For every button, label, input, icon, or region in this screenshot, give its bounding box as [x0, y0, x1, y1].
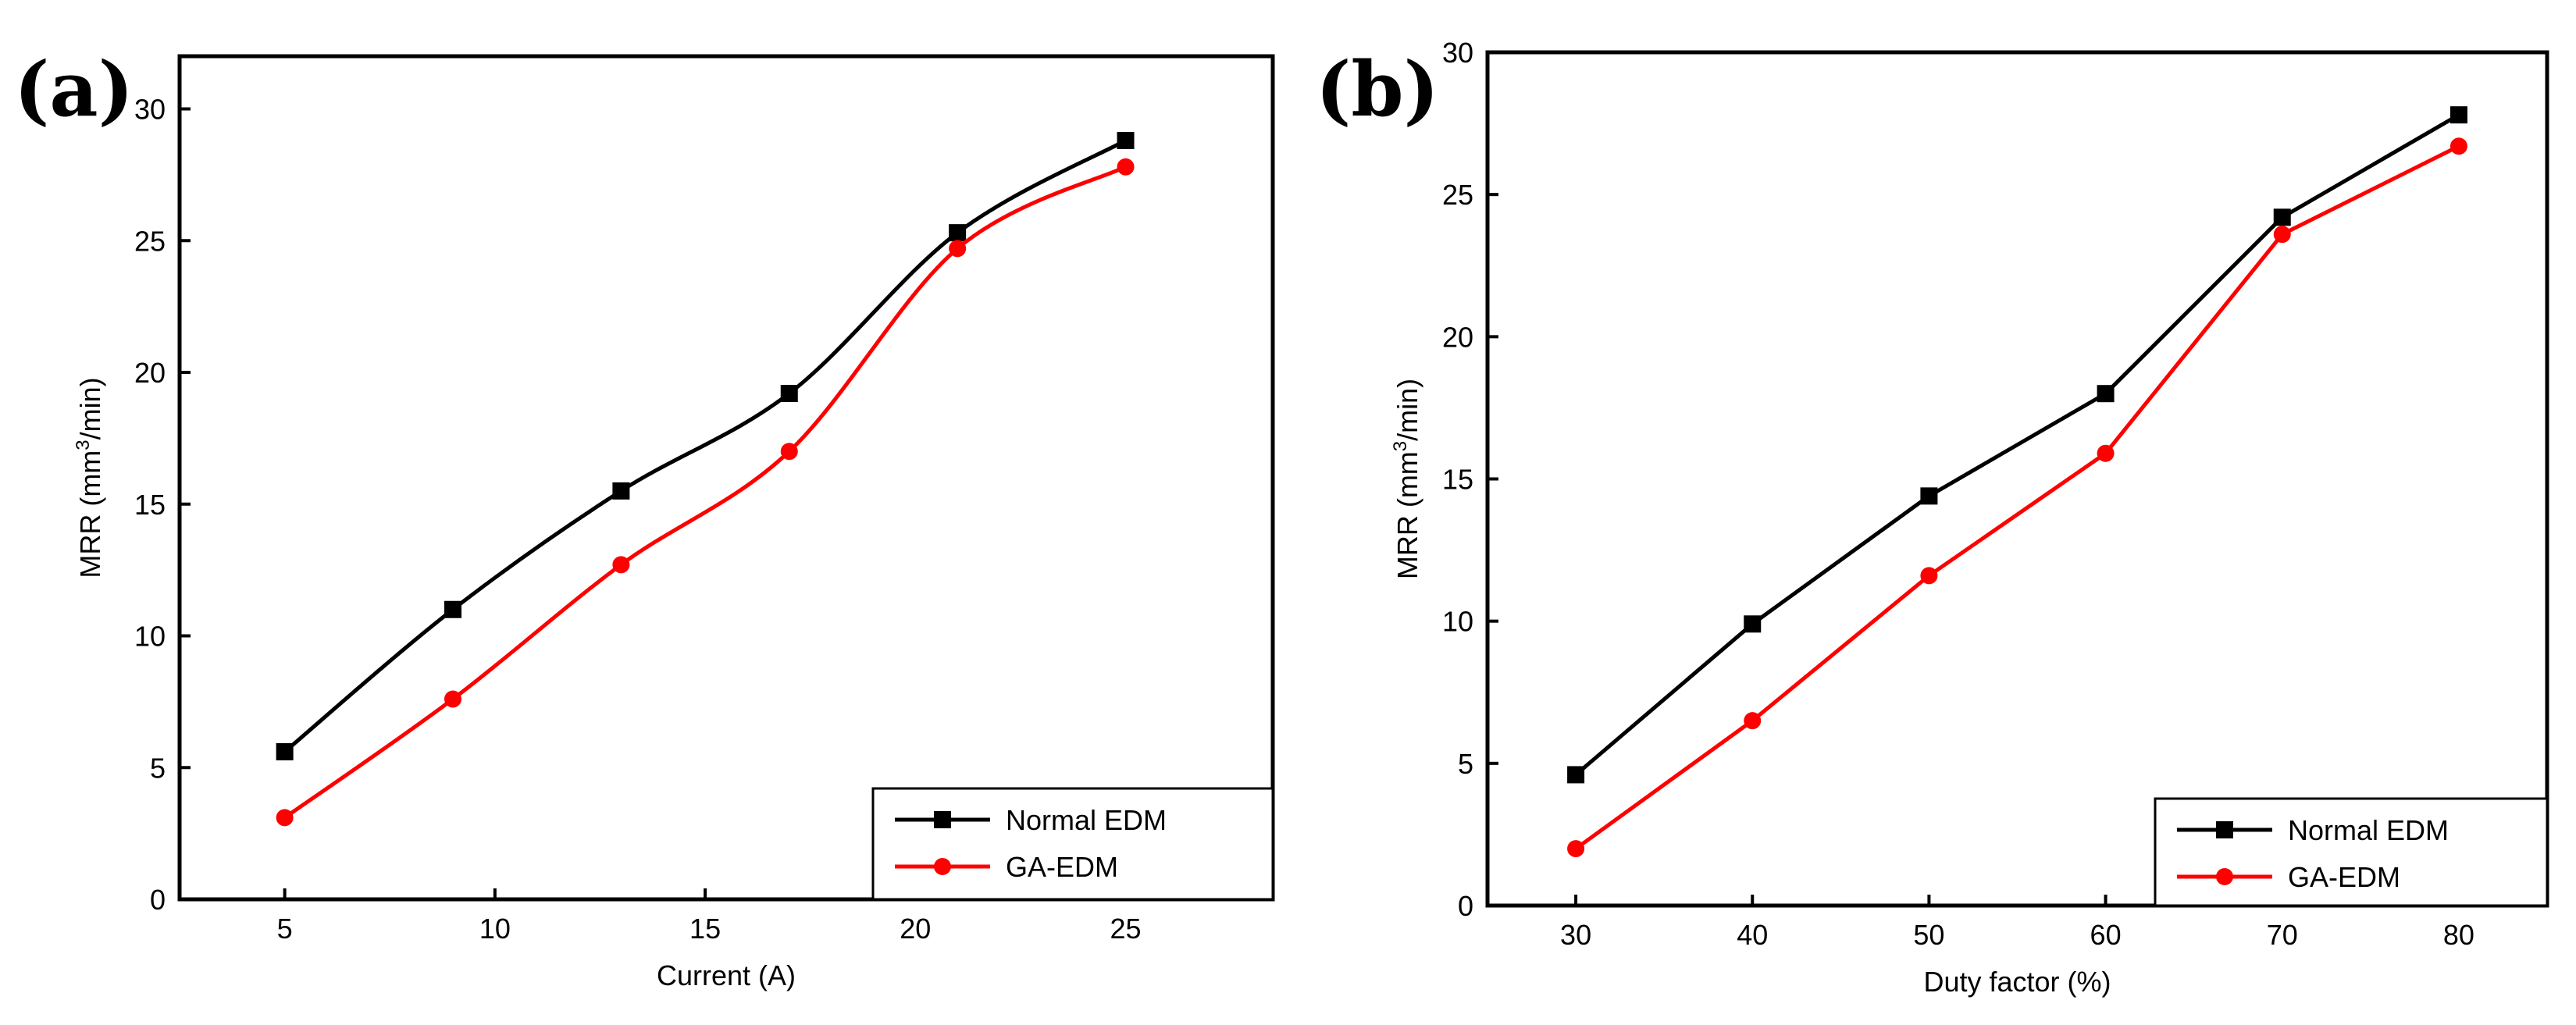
panel-b-series-normal-edm-line: [1573, 112, 2461, 777]
panel-a-legend-box: [871, 787, 1274, 901]
panel-b-series-ga-edm-point: [2450, 137, 2467, 155]
panel-a-label: (a): [14, 45, 134, 133]
panel-b-y-axis-title-main: MRR (mm: [1391, 451, 1423, 579]
panel-b-series-normal-edm-point: [1920, 487, 1938, 505]
panel-b-legend-ga-edm-label: GA-EDM: [2288, 861, 2400, 893]
panel-a-y-tick-label: 10: [134, 621, 166, 653]
panel-b-series-normal-edm-point: [1567, 766, 1585, 784]
panel-b-x-axis-title: Duty factor (%): [1923, 966, 2111, 998]
panel-b-series-ga-edm-point: [1567, 840, 1585, 858]
panel-a-y-tick-label: 30: [134, 94, 166, 126]
panel-a-legend-normal-edm-label: Normal EDM: [1006, 804, 1167, 836]
panel-b-legend-normal-edm-swatch-marker: [2216, 821, 2233, 838]
panel-a-series-normal-edm-line: [283, 138, 1128, 754]
panel-a-series-ga-edm-point: [780, 443, 798, 461]
panel-a-legend-ga-edm-swatch-marker: [934, 858, 951, 875]
panel-a-series-ga-edm-point: [949, 240, 967, 258]
panel-b: (b) 0 5 10 15 20 25 30 30 40 50 60 70 80 Duty factor (…: [1316, 37, 2549, 998]
panel-b-series-ga-edm-point: [2097, 444, 2115, 462]
panel-b-y-tick-label: 0: [1458, 890, 1473, 922]
panel-a-series-normal-edm-point: [949, 224, 967, 242]
panel-a-series-ga-edm-point: [1117, 158, 1135, 176]
panel-b-y-axis-title: MRR (mm3/min): [1390, 379, 1423, 579]
panel-b-x-tick-label: 50: [1913, 919, 1944, 951]
panel-a-series-normal-edm-point: [612, 482, 630, 500]
panel-b-y-tick-label: 5: [1458, 748, 1473, 780]
panel-b-y-tick-label: 20: [1442, 321, 1473, 353]
panel-b-x-tick-label: 40: [1737, 919, 1768, 951]
panel-a-y-axis-title: MRR (mm3/min): [73, 377, 106, 578]
panel-b-series-normal-edm-point: [2273, 208, 2291, 226]
panel-a-x-tick-label: 15: [689, 913, 721, 945]
panel-b-x-tick-label: 80: [2443, 919, 2474, 951]
panel-a-y-tick-label: 5: [150, 752, 166, 784]
panel-a-x-tick-label: 20: [900, 913, 931, 945]
panel-b-legend-box: [2154, 797, 2549, 907]
panel-b-legend: Normal EDM GA-EDM: [2154, 797, 2549, 907]
panel-a-x-tick-label: 10: [479, 913, 511, 945]
panel-b-series-ga-edm-point: [2273, 226, 2291, 244]
panel-b-legend-ga-edm-swatch-marker: [2216, 868, 2233, 885]
panel-b-x-tick-label: 30: [1560, 919, 1591, 951]
panel-a-series-normal-edm-point: [780, 385, 798, 402]
panel-b-y-tick-label: 10: [1442, 606, 1473, 638]
panel-b-series-normal-edm-point: [2450, 106, 2467, 124]
panel-b-series-ga-edm-line: [1573, 144, 2461, 851]
panel-b-series-normal-edm-point: [1744, 615, 1762, 633]
panel-a-series-normal-edm-point: [1117, 132, 1135, 149]
panel-a-series-ga-edm-point: [612, 556, 630, 574]
panel-b-legend-normal-edm-label: Normal EDM: [2288, 814, 2449, 846]
panel-b-y-axis-title-tail: /min): [1391, 379, 1423, 441]
panel-a-y-tick-label: 15: [134, 489, 166, 521]
panel-a-y-axis-title-main: MRR (mm: [74, 450, 106, 578]
panel-a-series-ga-edm-line: [283, 165, 1128, 820]
panel-a: (a) 0 5 10 15 20 25 30 5 10 15 20 25 Current (A) MRR (…: [14, 45, 1275, 991]
panel-b-y-tick-label: 30: [1442, 37, 1473, 69]
panel-b-series-ga-edm-point: [1744, 712, 1762, 730]
panel-b-label: (b): [1316, 45, 1439, 133]
panel-a-y-tick-label: 0: [150, 884, 166, 916]
panel-a-plot-frame: [177, 54, 1275, 902]
panel-a-y-axis-title-sup: 3: [73, 440, 94, 450]
panel-b-series-normal-edm-point: [2097, 385, 2115, 403]
panel-a-legend-ga-edm-label: GA-EDM: [1006, 851, 1118, 883]
panel-a-y-tick-label: 20: [134, 357, 166, 389]
panel-a-legend: Normal EDM GA-EDM: [871, 787, 1274, 901]
panel-a-y-axis-title-tail: /min): [74, 377, 106, 440]
panel-a-y-tick-label: 25: [134, 225, 166, 257]
panel-a-legend-normal-edm-swatch-marker: [934, 811, 951, 828]
panel-b-y-axis-title-sup: 3: [1390, 441, 1411, 451]
panel-b-x-tick-label: 70: [2267, 919, 2298, 951]
panel-a-x-tick-label: 25: [1110, 913, 1142, 945]
panel-a-series-ga-edm-point: [276, 809, 294, 827]
panel-b-y-tick-label: 15: [1442, 464, 1473, 496]
panel-a-x-tick-label: 5: [277, 913, 293, 945]
panel-a-series-normal-edm-point: [444, 600, 461, 618]
panel-b-series-ga-edm-point: [1920, 567, 1938, 585]
panel-a-series-normal-edm-point: [276, 743, 294, 760]
panel-a-series-ga-edm-point: [444, 690, 461, 708]
panel-a-x-axis-title: Current (A): [657, 959, 796, 991]
panel-b-y-tick-label: 25: [1442, 179, 1473, 211]
panel-b-x-tick-label: 60: [2090, 919, 2122, 951]
